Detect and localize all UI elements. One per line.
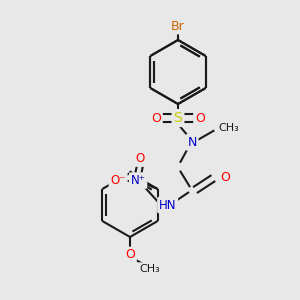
Text: O: O <box>220 171 230 184</box>
Text: N⁺: N⁺ <box>131 174 146 187</box>
Text: CH₃: CH₃ <box>218 123 239 134</box>
Text: O: O <box>151 112 161 124</box>
Text: Br: Br <box>171 20 185 32</box>
Text: O: O <box>195 112 205 124</box>
Text: O: O <box>136 152 145 165</box>
Text: N: N <box>187 136 197 149</box>
Text: S: S <box>174 111 182 125</box>
Text: O: O <box>125 248 135 262</box>
Text: HN: HN <box>159 199 176 212</box>
Text: O⁻: O⁻ <box>110 174 126 187</box>
Text: CH₃: CH₃ <box>139 264 160 274</box>
